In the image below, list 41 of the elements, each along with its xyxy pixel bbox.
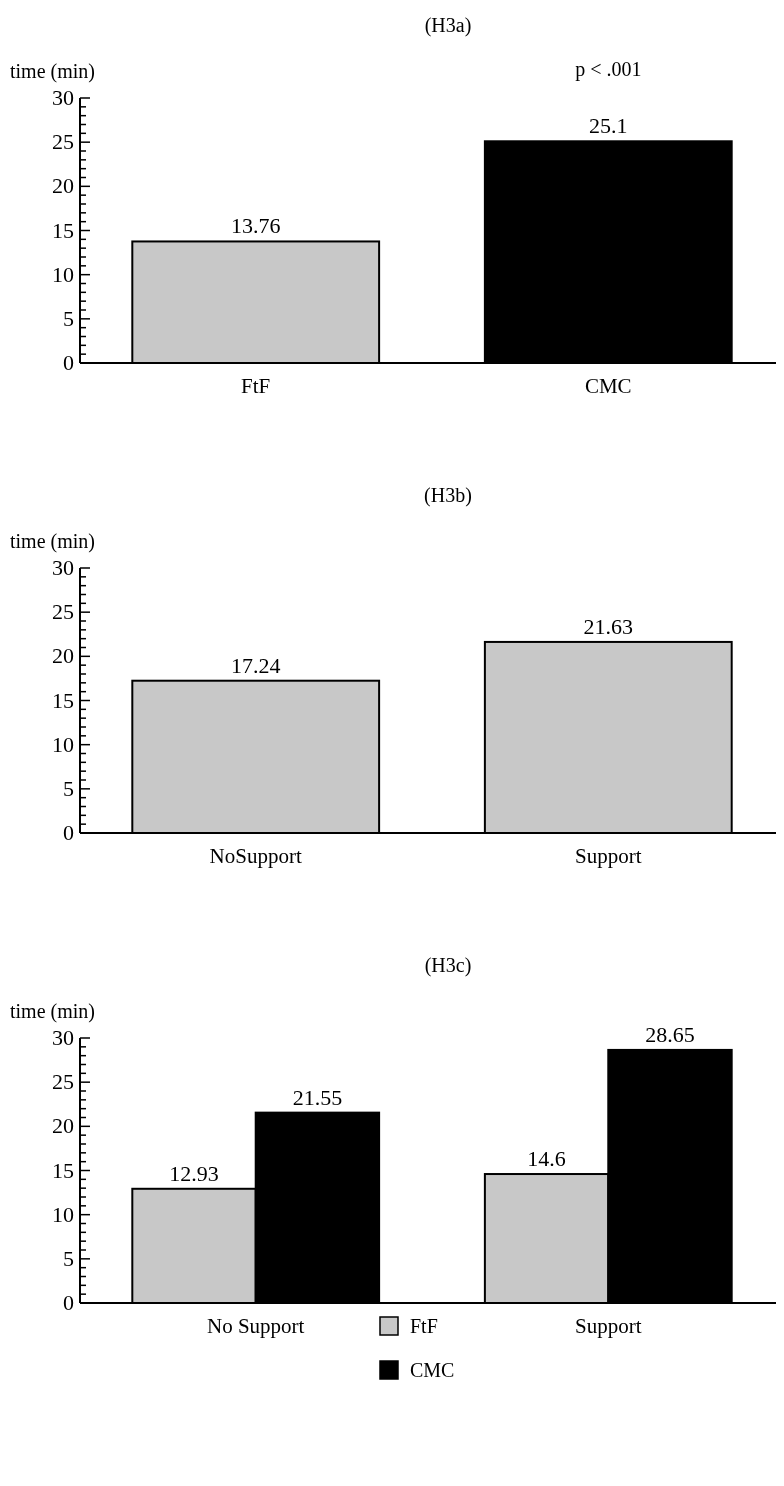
y-tick-label: 15	[52, 217, 74, 243]
chart-title: (H3c)	[424, 954, 472, 977]
y-tick-label: 0	[63, 1290, 74, 1315]
y-tick-label: 25	[52, 129, 74, 155]
data-label: 21.55	[292, 1084, 343, 1110]
y-tick-label: 10	[52, 731, 74, 757]
data-label: 17.24	[230, 652, 281, 678]
data-label: 25.1	[589, 113, 628, 139]
y-tick-label: 20	[52, 643, 74, 669]
y-tick-label: 5	[63, 305, 74, 331]
legend-label: CMC	[410, 1359, 455, 1381]
data-label: 13.76	[230, 213, 281, 239]
x-tick-label: Support	[575, 844, 642, 868]
chart-title: (H3b)	[424, 484, 472, 507]
x-tick-label: No Support	[206, 1314, 305, 1338]
y-axis-title: time (min)	[10, 530, 95, 553]
y-axis-title: time (min)	[10, 1000, 95, 1023]
data-label: 14.6	[527, 1146, 566, 1172]
text: p < .001	[575, 58, 642, 81]
y-tick-label: 10	[52, 261, 74, 287]
y-axis-title: time (min)	[10, 60, 95, 83]
y-tick-label: 0	[63, 820, 74, 845]
data-label: 12.93	[169, 1160, 219, 1186]
y-tick-label: 5	[63, 1245, 74, 1271]
y-tick-label: 30	[52, 1025, 74, 1050]
chart-title: (H3a)	[424, 14, 472, 37]
y-tick-label: 30	[52, 555, 74, 580]
y-tick-label: 20	[52, 1113, 74, 1139]
y-tick-label: 25	[52, 1069, 74, 1095]
y-tick-label: 30	[52, 85, 74, 110]
y-tick-label: 0	[63, 350, 74, 375]
x-tick-label: NoSupport	[209, 844, 302, 868]
y-tick-label: 5	[63, 775, 74, 801]
data-label: 21.63	[583, 613, 634, 639]
x-tick-label: Support	[575, 1314, 642, 1338]
y-tick-label: 10	[52, 1201, 74, 1227]
y-tick-label: 15	[52, 687, 74, 713]
y-tick-label: 15	[52, 1157, 74, 1183]
y-tick-label: 20	[52, 173, 74, 199]
y-tick-label: 25	[52, 599, 74, 625]
data-label: 28.65	[645, 1021, 695, 1047]
